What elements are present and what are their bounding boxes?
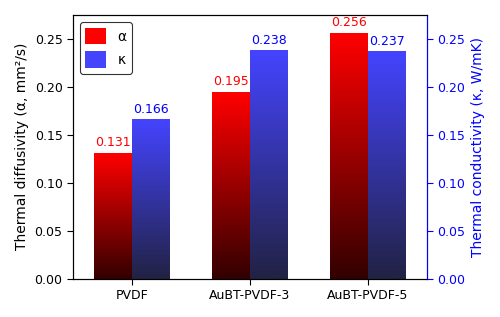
Text: 0.238: 0.238: [251, 34, 287, 47]
Text: 0.195: 0.195: [213, 75, 249, 88]
Text: 0.256: 0.256: [332, 16, 367, 29]
Text: 0.166: 0.166: [133, 103, 168, 116]
Legend: α, κ: α, κ: [80, 22, 132, 74]
Y-axis label: Thermal conductivity (κ, W/mK): Thermal conductivity (κ, W/mK): [471, 37, 485, 257]
Text: 0.237: 0.237: [369, 35, 405, 48]
Y-axis label: Thermal diffusivity (α, mm²/s): Thermal diffusivity (α, mm²/s): [15, 43, 29, 250]
Text: 0.131: 0.131: [96, 136, 131, 149]
